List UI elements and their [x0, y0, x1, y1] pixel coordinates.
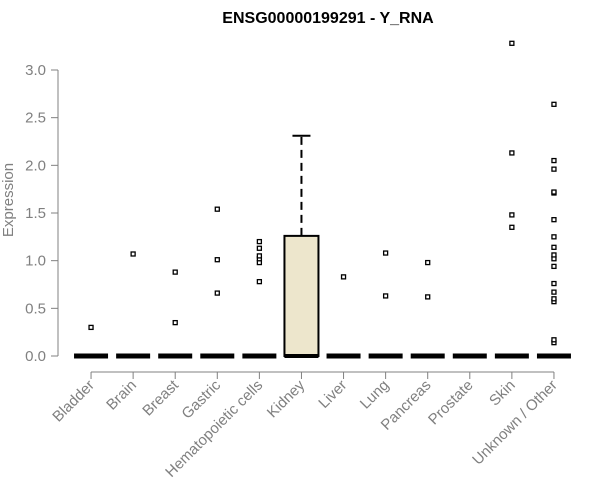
y-axis: 0.0 0.5 1.0 1.5 2.0 2.5 3.0: [25, 62, 59, 365]
outlier-point: [256, 238, 263, 245]
box-liver: [326, 274, 361, 359]
box-lung: [368, 250, 403, 359]
outlier-point: [551, 296, 557, 302]
x-tick-label: Breast: [139, 376, 182, 419]
boxes-group: [74, 40, 571, 359]
box-body: [283, 234, 320, 358]
outlier-point: [509, 40, 515, 46]
box-bladder: [74, 324, 109, 359]
outlier-point: [214, 257, 220, 263]
outlier-point: [214, 290, 220, 296]
outlier-point: [551, 189, 557, 195]
outlier-point: [551, 263, 557, 270]
box-unknown-other: [536, 101, 571, 359]
outlier-point: [382, 293, 389, 299]
outlier-point: [214, 206, 220, 212]
box-brain: [116, 251, 151, 359]
y-tick-label: 3.0: [25, 62, 46, 79]
outlier-point: [340, 274, 347, 280]
outlier-point: [551, 289, 557, 295]
y-tick-label: 1.0: [25, 253, 46, 270]
y-tick-label: 2.0: [25, 157, 46, 174]
outlier-point: [509, 150, 515, 156]
outlier-point: [551, 337, 557, 343]
box-kidney: [283, 134, 320, 358]
x-tick-label: Brain: [103, 377, 140, 414]
outlier-point: [551, 244, 557, 250]
outlier-point: [509, 212, 515, 218]
outlier-point: [551, 252, 557, 258]
x-tick-label: Lung: [357, 377, 393, 413]
outlier-point: [551, 234, 557, 240]
outlier-point: [425, 259, 431, 266]
outlier-point: [130, 251, 136, 257]
outlier-point: [172, 269, 178, 275]
outlier-point: [551, 101, 557, 107]
box-gastric: [200, 206, 235, 359]
outlier-point: [551, 166, 557, 172]
outlier-point: [509, 224, 515, 230]
outlier-point: [382, 250, 389, 256]
x-tick-label: Kidney: [264, 376, 309, 421]
y-tick-label: 0.0: [25, 348, 46, 365]
box-skin: [494, 40, 529, 359]
chart-title: ENSG00000199291 - Y_RNA: [222, 10, 434, 27]
outlier-point: [256, 245, 263, 251]
outlier-point: [88, 324, 94, 331]
outlier-point: [172, 319, 178, 326]
box-breast: [158, 269, 193, 359]
x-tick-label: Bladder: [49, 377, 98, 426]
box-hematopoietic-cells: [242, 238, 277, 359]
x-tick-label: Liver: [315, 377, 350, 412]
outlier-point: [425, 294, 431, 300]
y-axis-label: Expression: [0, 163, 17, 237]
outlier-point: [551, 217, 557, 223]
x-tick-label: Skin: [486, 377, 519, 410]
outlier-point: [551, 157, 557, 164]
outlier-point: [551, 280, 557, 287]
y-tick-label: 0.5: [25, 300, 46, 317]
outlier-point: [256, 278, 263, 285]
box-pancreas: [410, 259, 445, 359]
y-tick-label: 2.5: [25, 110, 46, 127]
outlier-point: [256, 253, 263, 259]
x-tick-label: Prostate: [425, 377, 477, 429]
y-tick-label: 1.5: [25, 205, 46, 222]
